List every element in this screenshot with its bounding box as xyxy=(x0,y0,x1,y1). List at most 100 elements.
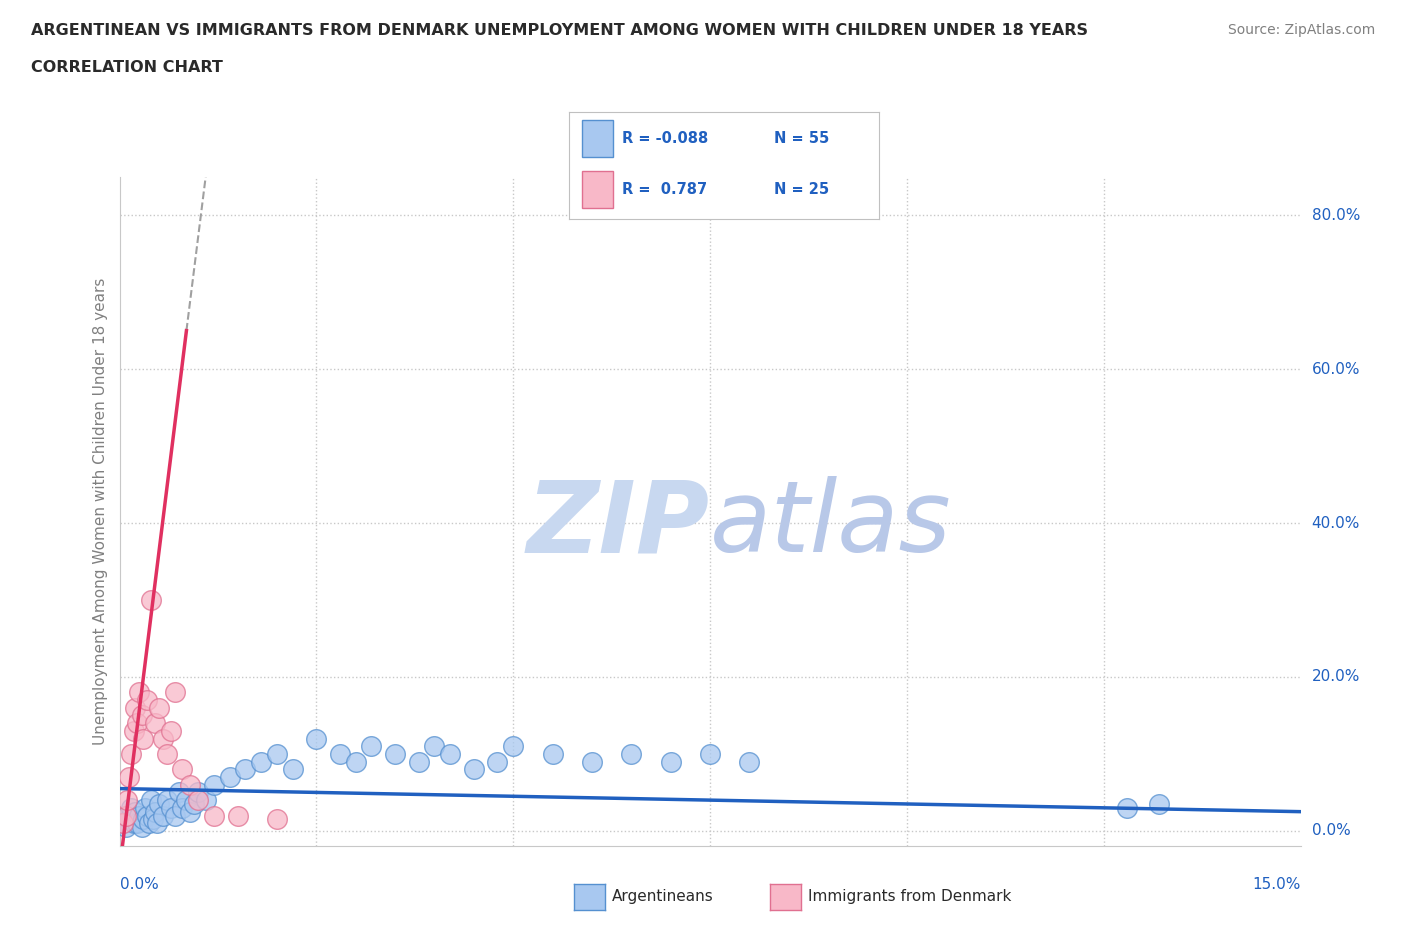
Point xyxy=(486,754,509,769)
Point xyxy=(202,777,225,792)
Point xyxy=(143,804,166,819)
Point xyxy=(142,812,165,827)
Point xyxy=(122,724,145,738)
Point xyxy=(136,693,159,708)
Point xyxy=(128,684,150,699)
Point xyxy=(118,770,141,785)
Text: R =  0.787: R = 0.787 xyxy=(621,182,707,197)
Text: R = -0.088: R = -0.088 xyxy=(621,131,709,146)
Point xyxy=(172,801,194,816)
Point xyxy=(329,747,352,762)
Point xyxy=(125,816,148,830)
Point xyxy=(114,808,136,823)
Point xyxy=(159,724,181,738)
Point xyxy=(502,738,524,753)
Point xyxy=(463,762,485,777)
Point xyxy=(163,808,186,823)
Point xyxy=(124,700,146,715)
Point xyxy=(541,747,564,762)
Point xyxy=(152,808,174,823)
Text: 15.0%: 15.0% xyxy=(1253,877,1301,892)
Point xyxy=(117,808,139,823)
Point xyxy=(114,819,136,834)
Text: N = 25: N = 25 xyxy=(773,182,828,197)
Text: Argentineans: Argentineans xyxy=(612,889,713,904)
Point xyxy=(152,731,174,746)
Point xyxy=(1116,801,1139,816)
Point xyxy=(118,812,141,827)
Point xyxy=(202,808,225,823)
Point xyxy=(124,804,146,819)
Text: N = 55: N = 55 xyxy=(773,131,828,146)
Point xyxy=(699,747,721,762)
Point xyxy=(132,731,155,746)
Point xyxy=(581,754,603,769)
Point xyxy=(146,816,169,830)
Point xyxy=(131,708,153,723)
Point xyxy=(159,801,181,816)
Point xyxy=(134,801,156,816)
Point xyxy=(112,816,135,830)
Point xyxy=(136,808,159,823)
Point xyxy=(122,816,145,830)
Text: 0.0%: 0.0% xyxy=(1312,823,1350,839)
Point xyxy=(360,738,382,753)
Bar xyxy=(582,171,613,208)
Text: 0.0%: 0.0% xyxy=(120,877,159,892)
Point xyxy=(112,816,135,830)
Point xyxy=(156,792,179,807)
Point xyxy=(176,792,198,807)
Point xyxy=(139,792,162,807)
Point xyxy=(128,808,150,823)
Point xyxy=(163,684,186,699)
Text: Source: ZipAtlas.com: Source: ZipAtlas.com xyxy=(1227,23,1375,37)
Point xyxy=(120,801,142,816)
Point xyxy=(344,754,367,769)
Point xyxy=(131,819,153,834)
Text: CORRELATION CHART: CORRELATION CHART xyxy=(31,60,222,75)
Point xyxy=(195,792,218,807)
Point xyxy=(183,796,205,811)
Point xyxy=(738,754,761,769)
Point xyxy=(187,785,209,800)
Point xyxy=(305,731,328,746)
Text: 20.0%: 20.0% xyxy=(1312,670,1360,684)
Point xyxy=(226,808,249,823)
Point xyxy=(620,747,643,762)
Text: atlas: atlas xyxy=(710,476,952,574)
Point xyxy=(179,804,201,819)
Text: 60.0%: 60.0% xyxy=(1312,362,1360,377)
Point xyxy=(250,754,273,769)
Text: Immigrants from Denmark: Immigrants from Denmark xyxy=(808,889,1012,904)
Point xyxy=(266,747,288,762)
Bar xyxy=(582,120,613,156)
Point xyxy=(187,792,209,807)
Point xyxy=(138,816,160,830)
Point xyxy=(120,747,142,762)
Point xyxy=(148,796,170,811)
Y-axis label: Unemployment Among Women with Children Under 18 years: Unemployment Among Women with Children U… xyxy=(93,278,108,745)
Point xyxy=(132,812,155,827)
Point xyxy=(139,592,162,607)
Point xyxy=(117,792,139,807)
Point xyxy=(148,700,170,715)
Point xyxy=(423,738,446,753)
Point xyxy=(659,754,682,769)
Point xyxy=(235,762,257,777)
Point xyxy=(281,762,304,777)
Point xyxy=(218,770,240,785)
Point xyxy=(156,747,179,762)
Point xyxy=(179,777,201,792)
Point xyxy=(143,716,166,731)
Point xyxy=(439,747,461,762)
Point xyxy=(266,812,288,827)
Point xyxy=(408,754,430,769)
Point xyxy=(125,716,148,731)
Point xyxy=(172,762,194,777)
Point xyxy=(384,747,406,762)
Text: ZIP: ZIP xyxy=(527,476,710,574)
Text: 80.0%: 80.0% xyxy=(1312,207,1360,222)
Text: ARGENTINEAN VS IMMIGRANTS FROM DENMARK UNEMPLOYMENT AMONG WOMEN WITH CHILDREN UN: ARGENTINEAN VS IMMIGRANTS FROM DENMARK U… xyxy=(31,23,1088,38)
Point xyxy=(1147,796,1170,811)
Point xyxy=(167,785,190,800)
